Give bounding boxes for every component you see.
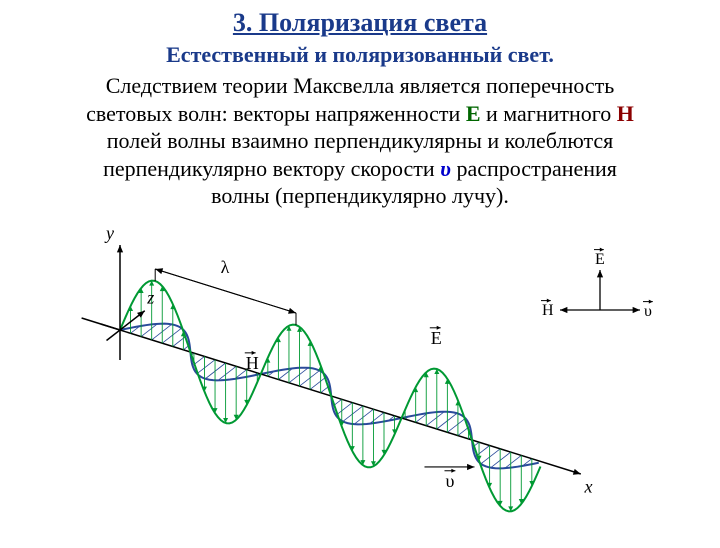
body-line2b: и магнитного bbox=[481, 101, 617, 126]
wave-svg: λ y z x E Hυ E Hυ bbox=[60, 220, 660, 520]
svg-text:υ: υ bbox=[445, 470, 454, 490]
svg-text:x: x bbox=[583, 476, 592, 496]
body-line4a: перпендикулярно вектору скорости bbox=[103, 156, 440, 181]
E-symbol: E bbox=[466, 101, 481, 126]
svg-text:υ: υ bbox=[644, 303, 652, 320]
svg-text:λ: λ bbox=[221, 257, 230, 277]
subtitle: Естественный и поляризованный свет. bbox=[0, 42, 720, 68]
wave-diagram: λ y z x E Hυ E Hυ bbox=[60, 220, 660, 520]
body-text: Следствием теории Максвелла является поп… bbox=[18, 72, 702, 210]
V-symbol: υ bbox=[440, 156, 451, 181]
body-line5: волны (перпендикулярно лучу). bbox=[211, 183, 509, 208]
body-line4b: распространения bbox=[451, 156, 617, 181]
main-title: 3. Поляризация света bbox=[0, 8, 720, 38]
svg-text:z: z bbox=[146, 287, 154, 307]
body-line3: полей волны взаимно перпендикулярны и ко… bbox=[107, 128, 614, 153]
body-line2a: световых волн: векторы напряженности bbox=[86, 101, 466, 126]
svg-text:E: E bbox=[431, 328, 442, 348]
H-symbol: H bbox=[617, 101, 634, 126]
svg-text:H: H bbox=[542, 302, 554, 319]
svg-text:y: y bbox=[104, 223, 114, 243]
svg-text:E: E bbox=[595, 251, 605, 268]
svg-text:H: H bbox=[246, 353, 259, 373]
body-line1: Следствием теории Максвелла является поп… bbox=[106, 73, 615, 98]
